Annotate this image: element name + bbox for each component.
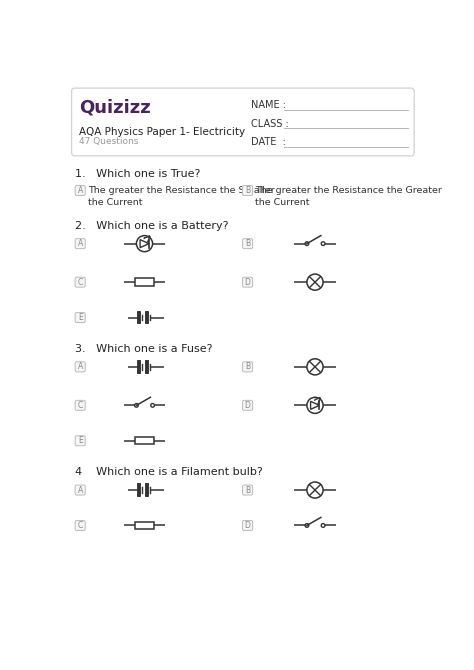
Circle shape	[307, 359, 323, 375]
Text: 4    Which one is a Filament bulb?: 4 Which one is a Filament bulb?	[75, 467, 263, 477]
Circle shape	[305, 524, 309, 527]
Text: A: A	[78, 362, 83, 371]
FancyBboxPatch shape	[243, 362, 253, 372]
Text: B: B	[245, 362, 250, 371]
Text: B: B	[245, 486, 250, 494]
FancyBboxPatch shape	[75, 436, 85, 446]
Circle shape	[321, 524, 325, 527]
FancyBboxPatch shape	[243, 186, 253, 196]
Text: 3.   Which one is a Fuse?: 3. Which one is a Fuse?	[75, 344, 212, 354]
FancyBboxPatch shape	[75, 239, 85, 249]
FancyBboxPatch shape	[243, 485, 253, 495]
FancyBboxPatch shape	[72, 88, 414, 156]
Circle shape	[151, 403, 155, 407]
Text: D: D	[245, 401, 251, 410]
Text: The greater the Resistance the Greater
the Current: The greater the Resistance the Greater t…	[255, 186, 442, 208]
FancyBboxPatch shape	[243, 277, 253, 287]
FancyBboxPatch shape	[243, 239, 253, 249]
Text: D: D	[245, 521, 251, 530]
Circle shape	[307, 274, 323, 290]
FancyBboxPatch shape	[243, 401, 253, 410]
Circle shape	[305, 242, 309, 245]
Text: E: E	[78, 313, 82, 322]
Circle shape	[307, 397, 323, 413]
Text: DATE  :: DATE :	[251, 137, 286, 147]
Text: NAME :: NAME :	[251, 100, 286, 111]
FancyBboxPatch shape	[75, 277, 85, 287]
Text: CLASS :: CLASS :	[251, 119, 289, 129]
Text: A: A	[78, 239, 83, 248]
Text: D: D	[245, 277, 251, 287]
Circle shape	[321, 242, 325, 245]
Text: C: C	[78, 521, 83, 530]
FancyBboxPatch shape	[75, 521, 85, 531]
Circle shape	[307, 482, 323, 498]
FancyBboxPatch shape	[75, 485, 85, 495]
Text: A: A	[78, 186, 83, 195]
FancyBboxPatch shape	[243, 521, 253, 531]
Bar	[135, 279, 154, 286]
Text: The greater the Resistance the Smaller
the Current: The greater the Resistance the Smaller t…	[88, 186, 274, 208]
Polygon shape	[140, 240, 149, 248]
FancyBboxPatch shape	[75, 401, 85, 410]
FancyBboxPatch shape	[75, 186, 85, 196]
Text: A: A	[78, 486, 83, 494]
Text: 1.   Which one is True?: 1. Which one is True?	[75, 169, 200, 179]
Bar	[135, 522, 154, 529]
Text: C: C	[78, 401, 83, 410]
Bar	[135, 437, 154, 444]
FancyBboxPatch shape	[75, 362, 85, 372]
Text: B: B	[245, 186, 250, 195]
Text: B: B	[245, 239, 250, 248]
Circle shape	[137, 236, 153, 252]
Polygon shape	[310, 401, 319, 409]
Text: 2.   Which one is a Battery?: 2. Which one is a Battery?	[75, 220, 228, 230]
Text: E: E	[78, 436, 82, 446]
Text: C: C	[78, 277, 83, 287]
Text: 47 Questions: 47 Questions	[80, 137, 139, 145]
FancyBboxPatch shape	[75, 312, 85, 322]
Circle shape	[135, 403, 138, 407]
Text: Quizizz: Quizizz	[80, 99, 151, 117]
Text: AQA Physics Paper 1- Electricity: AQA Physics Paper 1- Electricity	[80, 127, 246, 137]
